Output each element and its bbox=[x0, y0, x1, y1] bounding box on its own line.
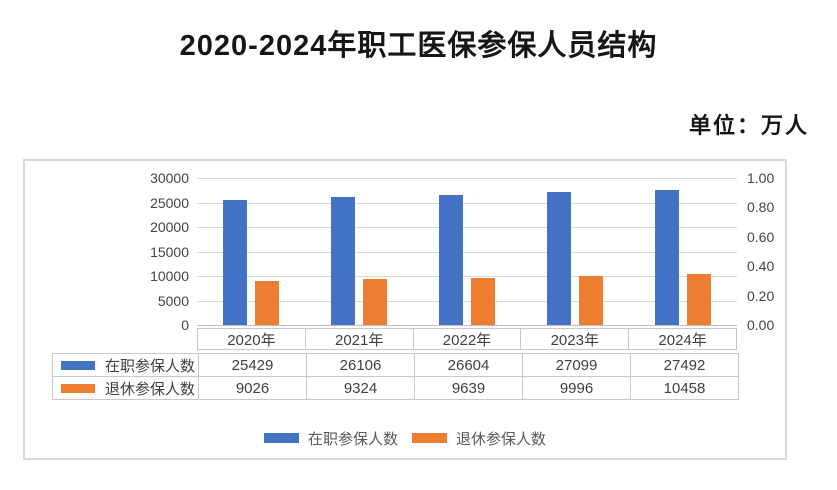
legend-item: 在职参保人数 bbox=[263, 428, 398, 449]
bar-primary bbox=[331, 197, 355, 325]
legend-swatch bbox=[263, 433, 299, 443]
data-table: 在职参保人数 25429 26106 26604 27099 27492 退休参保人数 902… bbox=[52, 353, 739, 400]
bar-secondary bbox=[363, 279, 387, 325]
series-key-swatch bbox=[61, 360, 95, 370]
series-key-label: 在职参保人数 bbox=[105, 357, 196, 375]
gridline bbox=[197, 251, 737, 253]
left-axis-tick: 10000 bbox=[150, 268, 189, 284]
gridline bbox=[197, 202, 737, 204]
bar-primary bbox=[223, 200, 247, 325]
series-key-label: 退休参保人数 bbox=[105, 380, 196, 398]
chart-frame: 30000 25000 20000 15000 10000 5000 0 1.00 0.80 0… bbox=[23, 159, 787, 460]
bar-secondary bbox=[471, 277, 495, 325]
left-axis-tick: 30000 bbox=[150, 170, 189, 186]
bar-secondary bbox=[579, 276, 603, 325]
left-axis-tick: 15000 bbox=[150, 243, 189, 260]
left-axis-tick: 0 bbox=[181, 317, 189, 333]
table-key-cell: 在职参保人数 bbox=[53, 354, 198, 376]
bar-group bbox=[197, 178, 305, 325]
series-key-swatch bbox=[61, 383, 95, 393]
bar-primary bbox=[655, 190, 679, 325]
right-axis-tick: 0.20 bbox=[747, 287, 775, 304]
table-value-cell: 26106 bbox=[306, 354, 414, 376]
category-axis-label: 2021年 bbox=[304, 329, 413, 349]
gridline bbox=[197, 276, 737, 277]
category-axis-label: 2022年 bbox=[412, 329, 521, 349]
table-row: 在职参保人数 25429 26106 26604 27099 27492 bbox=[53, 354, 738, 376]
bar-group bbox=[521, 178, 629, 325]
legend-item: 退休参保人数 bbox=[412, 428, 546, 449]
right-axis-tick: 0.00 bbox=[747, 317, 775, 333]
bar-primary bbox=[547, 192, 571, 325]
gridline bbox=[197, 227, 737, 228]
legend-label: 退休参保人数 bbox=[456, 430, 547, 448]
legend-label: 在职参保人数 bbox=[307, 430, 398, 448]
right-axis-tick: 0.60 bbox=[747, 228, 775, 245]
bar-primary bbox=[439, 194, 463, 325]
table-value-cell: 27492 bbox=[630, 354, 738, 376]
table-row: 退休参保人数 9026 9324 9639 9996 10458 bbox=[53, 376, 738, 399]
page-title: 2020-2024年职工医保参保人员结构 bbox=[179, 30, 658, 62]
table-value-cell: 27099 bbox=[522, 354, 630, 376]
left-axis-tick: 5000 bbox=[157, 292, 189, 309]
table-value-cell: 10458 bbox=[630, 377, 738, 399]
table-value-cell: 25429 bbox=[198, 354, 306, 376]
bar-group bbox=[629, 178, 737, 325]
legend-swatch bbox=[412, 433, 447, 443]
left-axis-tick: 25000 bbox=[150, 194, 189, 211]
category-axis-label: 2024年 bbox=[628, 329, 736, 349]
bar-secondary bbox=[255, 280, 279, 325]
table-value-cell: 9639 bbox=[414, 377, 522, 399]
table-value-cell: 9996 bbox=[522, 377, 630, 399]
right-axis-tick: 0.40 bbox=[747, 258, 775, 275]
unit-label: 单位：万人 bbox=[688, 113, 809, 138]
chart-legend: 在职参保人数 退休参保人数 bbox=[25, 427, 785, 449]
category-axis-row: 2020年 2021年 2022年 2023年 2024年 bbox=[197, 328, 737, 350]
gridline bbox=[197, 300, 737, 302]
left-axis-tick: 20000 bbox=[150, 219, 189, 235]
table-key-cell: 退休参保人数 bbox=[53, 377, 198, 399]
gridline bbox=[197, 325, 737, 326]
plot-area bbox=[197, 178, 737, 326]
table-value-cell: 9026 bbox=[198, 377, 306, 399]
table-value-cell: 26604 bbox=[414, 354, 522, 376]
table-value-cell: 9324 bbox=[306, 377, 414, 399]
right-axis-tick: 1.00 bbox=[747, 170, 775, 186]
category-axis-label: 2020年 bbox=[227, 331, 276, 349]
bar-group bbox=[413, 178, 521, 325]
category-axis-label: 2023年 bbox=[520, 329, 628, 349]
bar-secondary bbox=[687, 273, 711, 325]
right-axis-tick: 0.80 bbox=[747, 199, 775, 216]
bar-group bbox=[305, 178, 413, 325]
gridline bbox=[197, 178, 737, 179]
